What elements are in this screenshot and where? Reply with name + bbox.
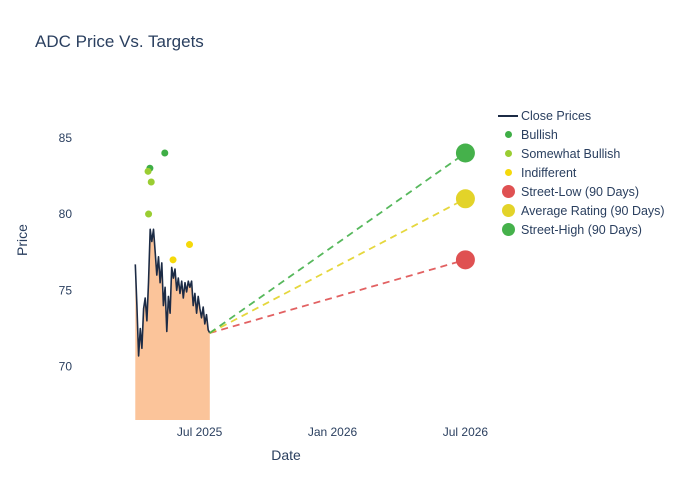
legend-label: Street-Low (90 Days) xyxy=(521,184,640,199)
legend-dot-icon xyxy=(495,204,521,217)
y-tick-label: 85 xyxy=(59,131,73,145)
legend: Close Prices Bullish Somewhat Bullish Indif… xyxy=(495,106,665,239)
legend-label: Close Prices xyxy=(521,108,592,123)
x-tick-label: Jan 2026 xyxy=(308,425,358,439)
legend-label: Bullish xyxy=(521,127,558,142)
x-tick-label: Jul 2025 xyxy=(177,425,223,439)
y-axis-title: Price xyxy=(14,224,30,256)
legend-label: Somewhat Bullish xyxy=(521,146,621,161)
indifferent-point xyxy=(186,241,194,249)
legend-item-somewhat-bullish[interactable]: Somewhat Bullish xyxy=(495,144,665,163)
legend-dot-icon xyxy=(495,131,521,138)
legend-item-average-rating-90-days[interactable]: Average Rating (90 Days) xyxy=(495,201,665,220)
legend-item-street-high-90-days[interactable]: Street-High (90 Days) xyxy=(495,220,665,239)
bullish-point xyxy=(161,149,169,157)
y-tick-label: 70 xyxy=(59,360,73,374)
legend-item-indifferent[interactable]: Indifferent xyxy=(495,163,665,182)
indifferent-point xyxy=(169,256,177,264)
legend-dot-icon xyxy=(495,169,521,176)
legend-item-bullish[interactable]: Bullish xyxy=(495,125,665,144)
somewhat-bullish-point xyxy=(147,178,155,186)
legend-item-street-low-90-days[interactable]: Street-Low (90 Days) xyxy=(495,182,665,201)
projection-line xyxy=(209,258,466,334)
street-high-90-days-marker xyxy=(455,143,475,163)
legend-dot-icon xyxy=(495,223,521,236)
legend-dot-icon xyxy=(495,185,521,198)
x-axis-title: Date xyxy=(271,447,301,463)
street-low-90-days-marker xyxy=(455,250,475,270)
x-tick-label: Jul 2026 xyxy=(443,425,489,439)
somewhat-bullish-point xyxy=(145,210,153,218)
somewhat-bullish-point xyxy=(144,167,152,175)
legend-dot-icon xyxy=(495,150,521,157)
chart-title: ADC Price Vs. Targets xyxy=(35,32,204,51)
y-tick-label: 80 xyxy=(59,207,73,221)
projection-line xyxy=(209,152,466,334)
legend-item-close-prices[interactable]: Close Prices xyxy=(495,106,665,125)
legend-label: Street-High (90 Days) xyxy=(521,222,642,237)
legend-label: Indifferent xyxy=(521,165,577,180)
y-tick-label: 75 xyxy=(59,283,73,297)
close-price-fill xyxy=(135,229,210,420)
average-rating-90-days-marker xyxy=(455,189,475,209)
legend-label: Average Rating (90 Days) xyxy=(521,203,665,218)
projection-line xyxy=(209,197,466,334)
legend-line-icon xyxy=(495,114,521,117)
close-price-line xyxy=(134,228,211,357)
